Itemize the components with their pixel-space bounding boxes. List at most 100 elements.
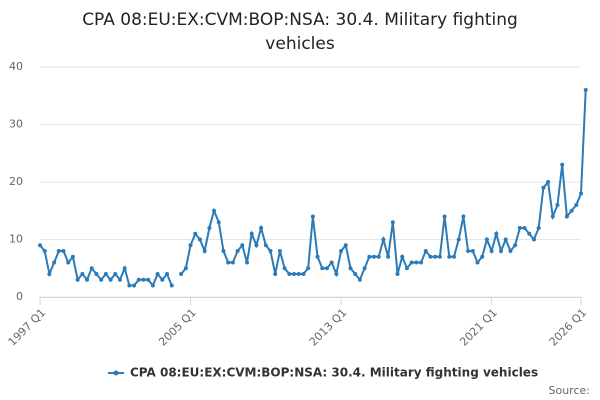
- x-tick-label: 1997 Q1: [6, 306, 49, 349]
- point: [508, 249, 513, 253]
- point: [277, 249, 282, 253]
- point: [517, 226, 522, 230]
- point: [66, 260, 71, 265]
- point: [466, 249, 471, 253]
- point: [56, 249, 61, 253]
- point: [122, 266, 127, 271]
- point: [503, 237, 508, 242]
- point: [193, 231, 198, 236]
- point: [75, 277, 80, 282]
- point: [409, 260, 414, 265]
- point: [42, 249, 47, 253]
- point: [395, 272, 400, 276]
- point: [127, 283, 132, 288]
- point: [306, 266, 311, 271]
- point: [244, 260, 249, 265]
- point: [263, 243, 268, 248]
- legend-marker: [113, 370, 119, 376]
- point: [527, 231, 532, 236]
- point: [461, 214, 466, 219]
- point: [296, 272, 301, 276]
- point: [531, 237, 536, 242]
- point: [320, 266, 325, 271]
- point: [160, 277, 165, 282]
- point: [273, 272, 278, 276]
- point: [372, 254, 377, 259]
- point: [141, 277, 146, 282]
- y-tick-label: 40: [9, 60, 23, 73]
- point: [494, 231, 499, 236]
- point: [310, 214, 315, 219]
- point: [230, 260, 235, 265]
- point: [108, 277, 113, 282]
- y-tick-label: 10: [9, 233, 23, 246]
- point: [564, 214, 569, 219]
- point: [103, 272, 108, 276]
- point: [353, 272, 358, 276]
- point: [367, 254, 372, 259]
- point: [546, 180, 551, 184]
- legend-label: CPA 08:EU:EX:CVM:BOP:NSA: 30.4. Military…: [130, 366, 538, 380]
- point: [522, 226, 527, 230]
- point: [165, 272, 170, 276]
- point: [254, 243, 259, 248]
- point: [404, 266, 409, 271]
- point: [89, 266, 94, 271]
- point: [423, 249, 428, 253]
- point: [47, 272, 52, 276]
- point: [99, 277, 104, 282]
- point: [117, 277, 122, 282]
- point: [80, 272, 85, 276]
- point: [38, 243, 42, 248]
- point: [513, 243, 518, 248]
- point: [343, 243, 348, 248]
- point: [188, 243, 193, 248]
- point: [414, 260, 419, 265]
- point: [428, 254, 433, 259]
- x-tick-label: 2005 Q1: [156, 306, 199, 349]
- point: [183, 266, 188, 271]
- point: [433, 254, 438, 259]
- point: [202, 249, 207, 253]
- point: [259, 226, 264, 230]
- point: [357, 277, 362, 282]
- point: [216, 220, 221, 225]
- point: [381, 237, 386, 242]
- point: [235, 249, 240, 253]
- point: [197, 237, 202, 242]
- point: [179, 272, 184, 276]
- point: [282, 266, 287, 271]
- point: [480, 254, 485, 259]
- point: [536, 226, 541, 230]
- point: [348, 266, 353, 271]
- point: [475, 260, 480, 265]
- point: [386, 254, 391, 259]
- point: [583, 88, 588, 92]
- point: [113, 272, 118, 276]
- point: [169, 283, 174, 288]
- point: [442, 214, 447, 219]
- x-tick-label: 2021 Q1: [457, 306, 500, 349]
- point: [456, 237, 461, 242]
- point: [292, 272, 297, 276]
- point: [287, 272, 292, 276]
- point: [489, 249, 494, 253]
- point: [499, 249, 504, 253]
- y-tick-label: 0: [16, 290, 23, 303]
- point: [560, 162, 565, 167]
- point: [419, 260, 424, 265]
- source: Source:: [549, 384, 591, 397]
- point: [132, 283, 137, 288]
- point: [268, 249, 273, 253]
- point: [579, 191, 583, 196]
- point: [329, 260, 334, 265]
- y-tick-label: 30: [9, 118, 23, 131]
- point: [221, 249, 226, 253]
- x-tick-label: 2026 Q1: [547, 306, 590, 349]
- point: [207, 226, 212, 230]
- point: [555, 203, 560, 207]
- chart-title: CPA 08:EU:EX:CVM:BOP:NSA: 30.4. Military…: [82, 10, 518, 54]
- point: [376, 254, 381, 259]
- point: [541, 185, 546, 190]
